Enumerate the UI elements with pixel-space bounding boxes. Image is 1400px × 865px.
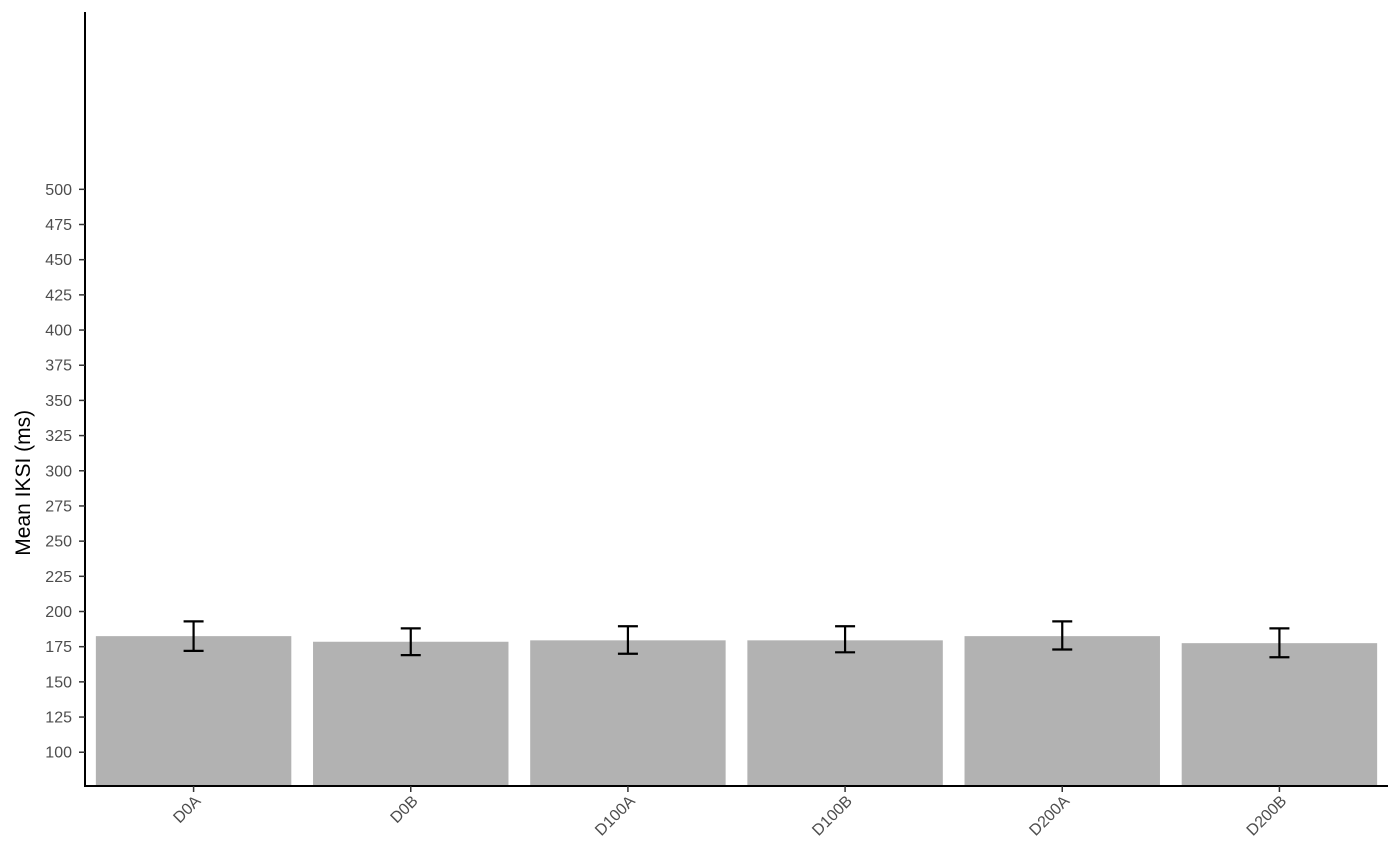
x-tick-label: D100A <box>592 793 639 840</box>
y-tick-label: 400 <box>45 323 72 340</box>
error-bar-D0B <box>400 627 421 657</box>
y-tick-label: 250 <box>45 534 72 551</box>
error-bar-D200B <box>1269 627 1290 659</box>
y-tick-label: 325 <box>45 428 72 445</box>
bar-D100A <box>530 640 726 786</box>
error-bar-D100B <box>835 625 856 654</box>
x-tick-label: D200B <box>1244 793 1291 840</box>
y-tick-label: 125 <box>45 710 72 727</box>
x-tick-label: D200A <box>1026 793 1073 840</box>
x-tick-label: D100B <box>809 793 856 840</box>
error-bar-D0A <box>183 620 204 653</box>
error-bar-D200A <box>1052 620 1073 651</box>
y-tick-label: 225 <box>45 569 72 586</box>
y-tick-label: 500 <box>45 182 72 199</box>
y-axis-title: Mean IKSI (ms) <box>12 410 35 556</box>
x-tick-label: D0B <box>388 793 422 827</box>
y-axis-ticks: 100 125 150 175 200 225 250 275 300 325 350 375 400 4… <box>45 182 85 762</box>
bars <box>95 636 1378 786</box>
bar-D200B <box>1181 643 1378 786</box>
error-bar-D100A <box>617 625 638 655</box>
bar-D100B <box>747 640 943 786</box>
y-tick-label: 425 <box>45 287 72 304</box>
y-tick-label: 100 <box>45 745 72 762</box>
y-tick-label: 150 <box>45 674 72 691</box>
y-tick-label: 350 <box>45 393 72 410</box>
bar-D0B <box>313 641 509 786</box>
bar-D0A <box>95 636 292 786</box>
y-tick-label: 300 <box>45 463 72 480</box>
x-tick-label: D0A <box>170 793 204 827</box>
y-tick-label: 175 <box>45 639 72 656</box>
y-tick-label: 275 <box>45 498 72 515</box>
y-tick-label: 200 <box>45 604 72 621</box>
bar-D200A <box>964 636 1160 786</box>
y-tick-label: 475 <box>45 217 72 234</box>
y-tick-label: 375 <box>45 358 72 375</box>
error-bars <box>183 620 1290 659</box>
x-axis-ticks: D0A D0B D100A D100B D200A D200B <box>170 786 1290 839</box>
y-tick-label: 450 <box>45 252 72 269</box>
